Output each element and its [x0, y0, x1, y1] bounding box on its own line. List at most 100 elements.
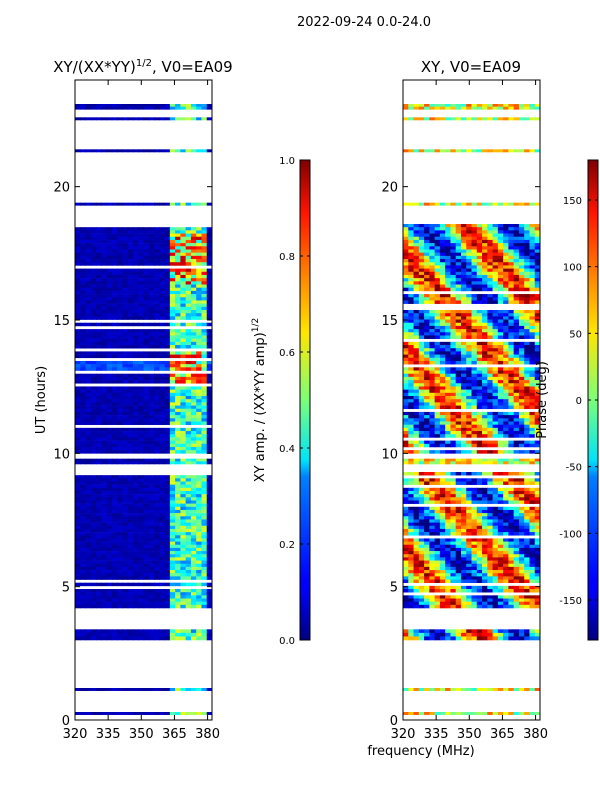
heatmap-cell	[122, 509, 129, 514]
heatmap-cell	[455, 560, 462, 565]
heatmap-cell	[164, 408, 171, 413]
heatmap-cell	[132, 712, 139, 715]
heatmap-cell	[418, 712, 425, 715]
heatmap-cell	[75, 458, 81, 462]
heatmap-cell	[154, 525, 160, 530]
heatmap-cell	[201, 303, 208, 308]
heatmap-cell	[413, 481, 420, 485]
heatmap-cell	[196, 566, 203, 571]
heatmap-cell	[180, 519, 187, 523]
heatmap-cell	[132, 268, 139, 273]
heatmap-cell	[122, 354, 129, 359]
heatmap-cell	[403, 509, 409, 514]
heatmap-cell	[180, 259, 187, 263]
heatmap-cell	[487, 585, 494, 590]
heatmap-cell	[492, 547, 499, 552]
heatmap-cell	[101, 500, 108, 504]
heatmap-cell	[424, 278, 430, 282]
heatmap-cell	[96, 525, 102, 530]
heatmap-cell	[169, 557, 176, 561]
heatmap-cell	[106, 338, 113, 343]
heatmap-cell	[524, 532, 531, 536]
heatmap-cell	[201, 341, 208, 346]
heatmap-cell	[471, 547, 478, 552]
heatmap-cell	[190, 106, 197, 110]
heatmap-cell	[75, 576, 81, 580]
heatmap-cell	[143, 525, 150, 530]
heatmap-cell	[190, 271, 197, 276]
heatmap-cell	[132, 202, 139, 206]
heatmap-cell	[190, 332, 197, 336]
heatmap-cell	[190, 478, 197, 482]
heatmap-cell	[154, 434, 160, 438]
heatmap-cell	[487, 538, 494, 542]
heatmap-cell	[487, 494, 494, 498]
heatmap-cell	[513, 557, 520, 561]
heatmap-cell	[529, 576, 536, 580]
heatmap-cell	[90, 117, 97, 121]
heatmap-cell	[497, 506, 504, 511]
heatmap-cell	[524, 487, 531, 492]
heatmap-cell	[180, 294, 187, 298]
heatmap-cell	[180, 271, 187, 276]
heatmap-cell	[190, 513, 197, 517]
heatmap-cell	[460, 487, 467, 492]
heatmap-cell	[111, 290, 118, 295]
heatmap-cell	[529, 560, 536, 565]
heatmap-cell	[180, 503, 187, 508]
heatmap-cell	[439, 278, 446, 282]
heatmap-cell	[132, 364, 139, 368]
heatmap-cell	[96, 582, 102, 587]
heatmap-cell	[169, 329, 176, 333]
heatmap-cell	[164, 322, 171, 327]
heatmap-cell	[132, 104, 139, 107]
heatmap-cell	[403, 490, 409, 495]
heatmap-cell	[117, 535, 124, 539]
left-colorbar-ticks: 0.00.20.40.60.81.0	[279, 156, 310, 647]
heatmap-cell	[154, 294, 160, 298]
heatmap-cell	[175, 557, 181, 561]
heatmap-cell	[96, 576, 102, 580]
heatmap-cell	[529, 570, 536, 574]
heatmap-cell	[466, 632, 473, 637]
heatmap-cell	[164, 271, 171, 276]
heatmap-cell	[148, 284, 155, 289]
heatmap-cell	[106, 484, 113, 489]
heatmap-cell	[518, 557, 525, 561]
heatmap-cell	[418, 300, 425, 304]
heatmap-cell	[154, 522, 160, 527]
heatmap-cell	[154, 598, 160, 602]
heatmap-cell	[460, 481, 467, 485]
heatmap-cell	[206, 281, 212, 285]
heatmap-cell	[148, 411, 155, 416]
heatmap-cell	[471, 494, 478, 498]
heatmap-cell	[143, 316, 150, 320]
heatmap-cell	[476, 316, 483, 320]
heatmap-cell	[180, 313, 187, 317]
heatmap-cell	[529, 461, 536, 465]
heatmap-cell	[148, 297, 155, 301]
heatmap-cell	[492, 487, 499, 492]
heatmap-cell	[169, 544, 176, 549]
heatmap-cell	[132, 239, 139, 244]
heatmap-cell	[154, 519, 160, 523]
heatmap-cell	[127, 227, 134, 231]
heatmap-cell	[132, 243, 139, 247]
heatmap-cell	[206, 519, 212, 523]
heatmap-cell	[169, 450, 176, 454]
heatmap-cell	[169, 303, 176, 308]
heatmap-cell	[413, 541, 420, 546]
heatmap-cell	[434, 310, 441, 314]
heatmap-cell	[534, 249, 540, 253]
heatmap-cell	[439, 538, 446, 542]
heatmap-cell	[175, 506, 181, 511]
heatmap-cell	[122, 230, 129, 234]
heatmap-cell	[196, 294, 203, 298]
heatmap-cell	[206, 437, 212, 441]
heatmap-cell	[106, 478, 113, 482]
heatmap-cell	[132, 528, 139, 533]
heatmap-cell	[138, 538, 145, 542]
heatmap-cell	[445, 557, 452, 561]
heatmap-cell	[518, 513, 525, 517]
heatmap-cell	[75, 427, 81, 432]
